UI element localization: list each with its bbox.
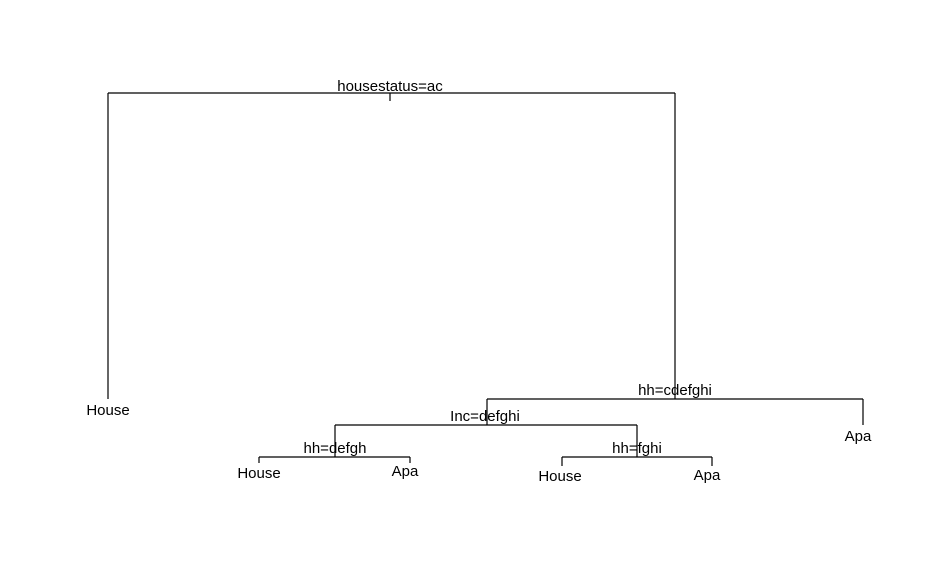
leaf-label-apa-2: Apa [392, 463, 419, 480]
leaf-label-apa-3: Apa [694, 467, 721, 484]
split-label-root: housestatus=ac [337, 78, 443, 95]
leaf-label-house-1: House [86, 402, 129, 419]
leaf-label-apa-1: Apa [845, 428, 872, 445]
leaf-labels: House Apa House Apa House Apa [86, 402, 872, 485]
leaf-label-house-2: House [237, 465, 280, 482]
split-label-hh-cdefghi: hh=cdefghi [638, 382, 712, 399]
split-labels: housestatus=ac hh=cdefghi Inc=defghi hh=… [304, 78, 712, 457]
split-label-hh-fghi: hh=fghi [612, 440, 662, 457]
tree-edges [107, 92, 864, 466]
split-label-inc-defghi: Inc=defghi [450, 408, 520, 425]
split-label-hh-defgh: hh=defgh [304, 440, 367, 457]
leaf-label-house-3: House [538, 468, 581, 485]
